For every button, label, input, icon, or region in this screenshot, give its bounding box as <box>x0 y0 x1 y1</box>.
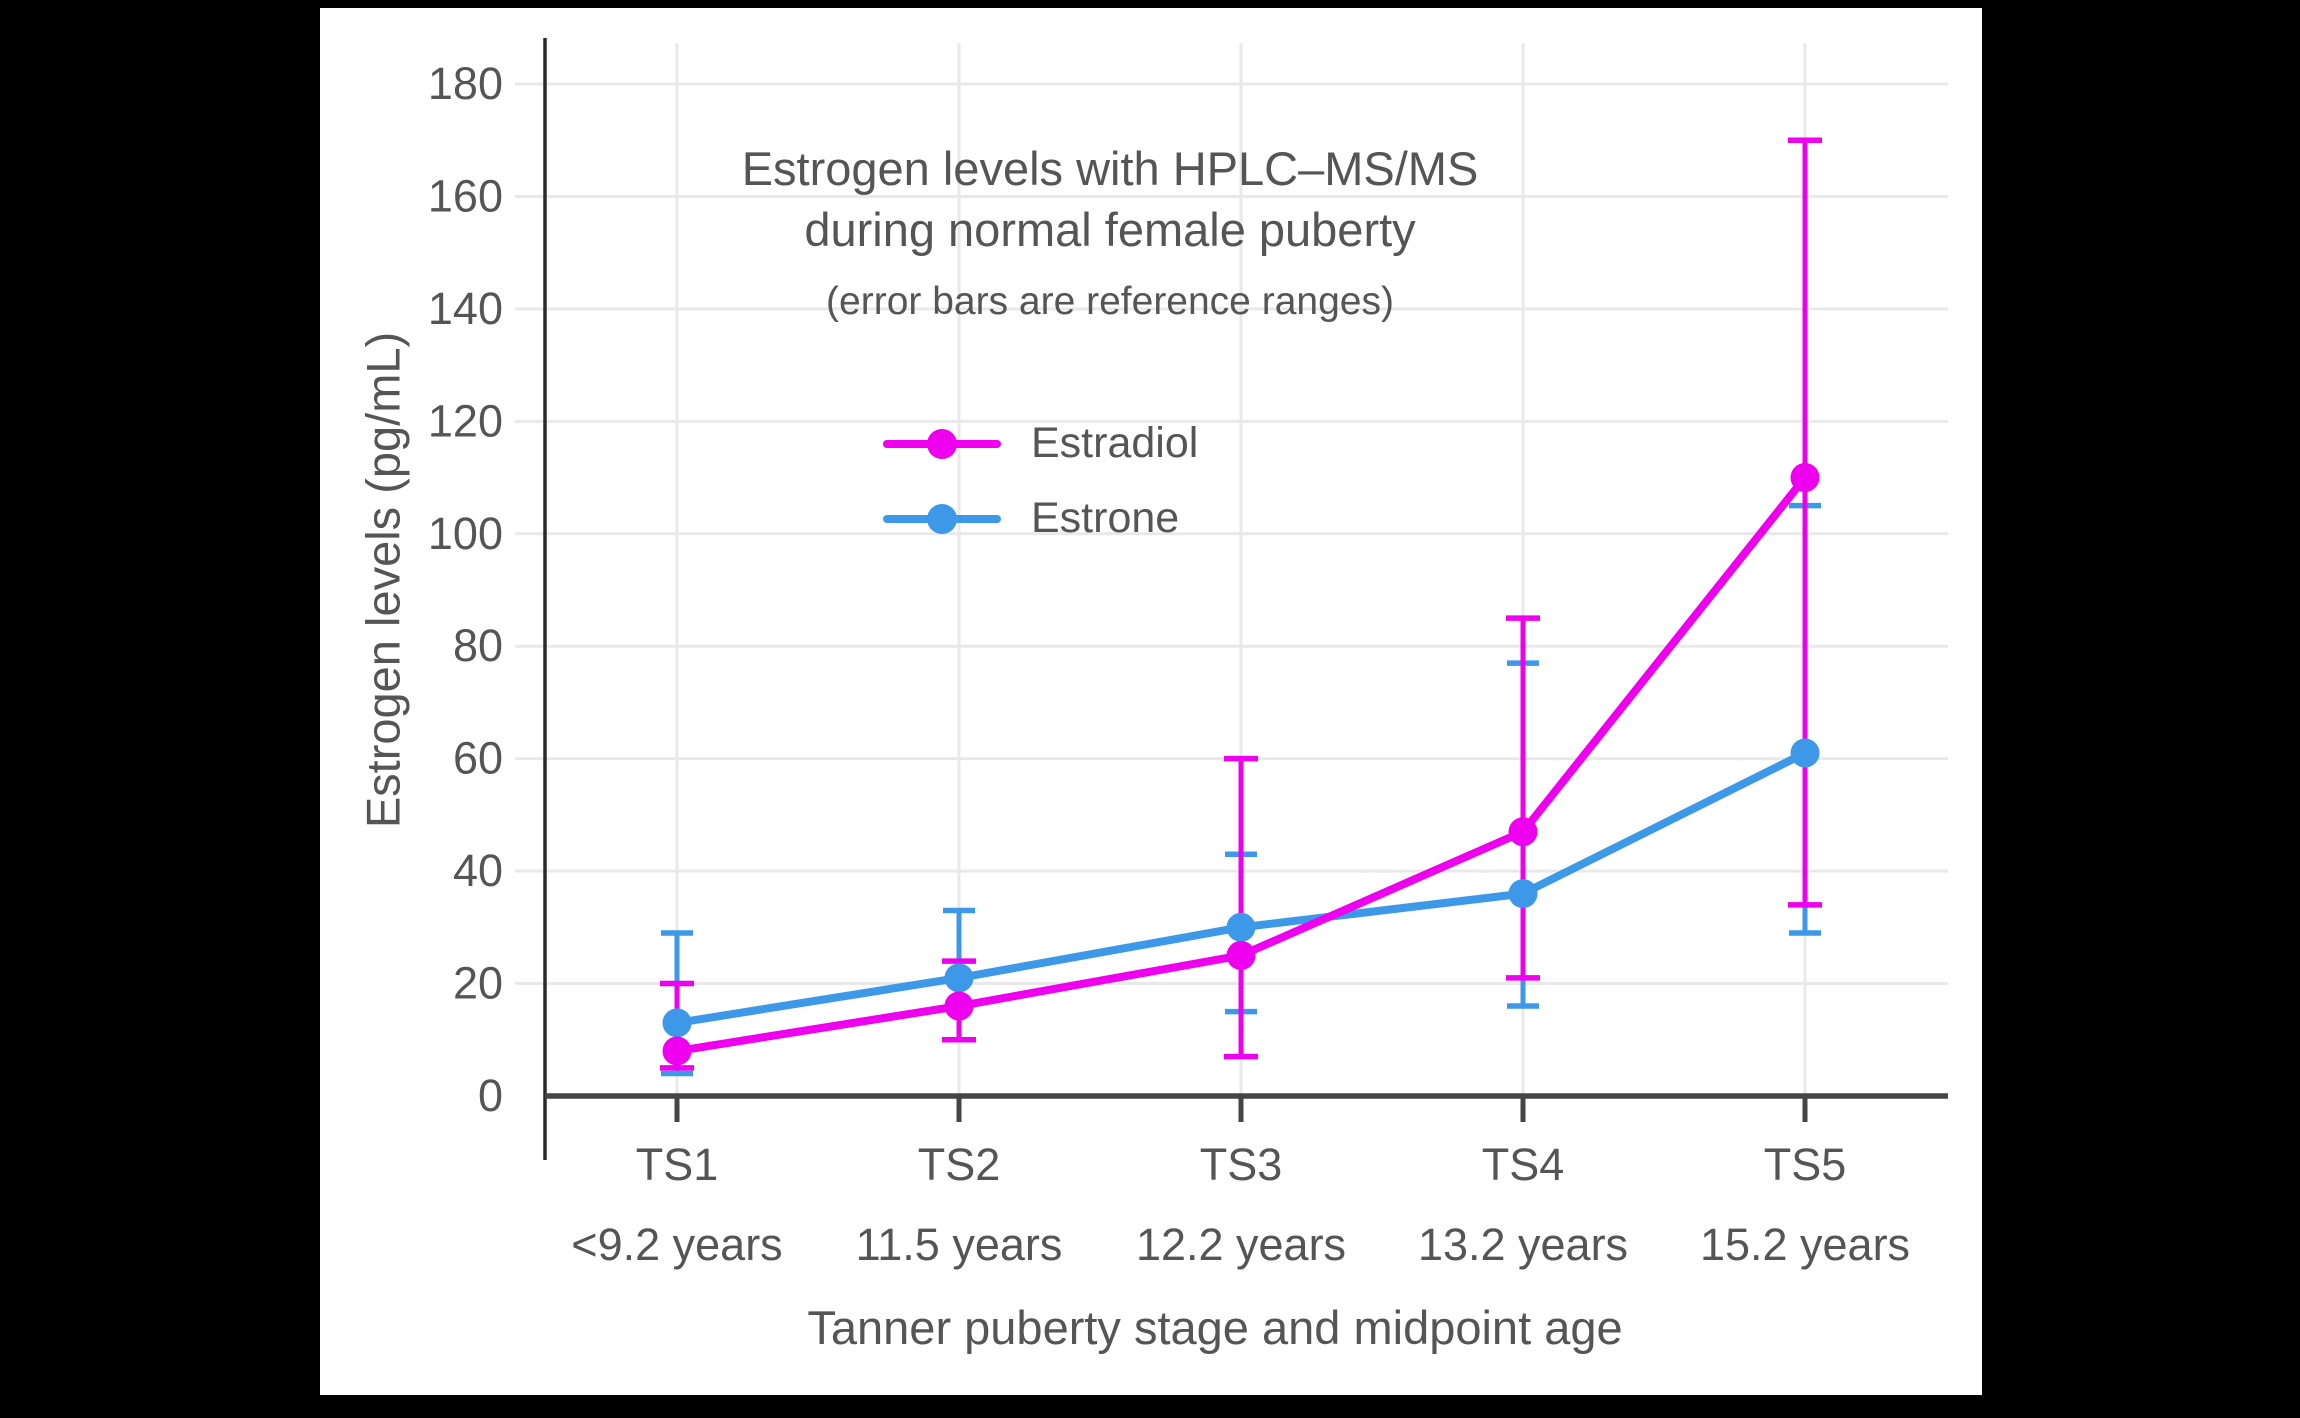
legend-item-estrone: Estrone <box>883 481 1198 556</box>
y-tick-label-40: 40 <box>453 845 503 896</box>
x-axis-title: Tanner puberty stage and midpoint age <box>807 1301 1623 1354</box>
x-tick-label-TS3: TS3 <box>1200 1139 1283 1190</box>
estrone-marker-icon <box>927 503 957 534</box>
y-axis-title: Estrogen levels (pg/mL) <box>356 331 410 829</box>
y-tick-label-120: 120 <box>428 395 503 446</box>
estradiol-marker-TS1 <box>662 1036 692 1066</box>
estrone-marker-TS4 <box>1508 879 1538 909</box>
x-age-label-TS5: 15.2 years <box>1700 1219 1910 1270</box>
y-tick-label-80: 80 <box>453 620 503 671</box>
estradiol-marker-TS3 <box>1226 940 1256 970</box>
x-tick-label-TS5: TS5 <box>1764 1139 1847 1190</box>
estradiol-marker-icon <box>927 428 957 459</box>
estradiol-marker-TS2 <box>944 991 974 1021</box>
estrone-marker-TS5 <box>1790 738 1820 768</box>
chart-canvas: 0 20 40 60 80 100 120 140 160 180 TS1 <9.2 years TS2… <box>320 8 1982 1395</box>
estrone-marker-TS3 <box>1226 912 1256 942</box>
x-age-label-TS3: 12.2 years <box>1136 1219 1346 1270</box>
estrone-marker-TS2 <box>944 963 974 993</box>
estrogen-line-chart: 0 20 40 60 80 100 120 140 160 180 TS1 <9.2 years TS2… <box>428 38 1948 1270</box>
y-tick-label-100: 100 <box>428 508 503 559</box>
legend: Estradiol Estrone <box>883 406 1198 556</box>
legend-label-estrone: Estrone <box>1031 494 1180 542</box>
chart-title: Estrogen levels with HPLC–MS/MS during n… <box>742 138 1479 260</box>
x-age-label-TS1: <9.2 years <box>571 1219 782 1270</box>
estrone-line-swatch <box>883 503 1001 534</box>
y-tick-label-160: 160 <box>428 170 503 221</box>
x-tick-label-TS4: TS4 <box>1482 1139 1565 1190</box>
chart-subtitle: (error bars are reference ranges) <box>826 280 1394 323</box>
y-tick-label-60: 60 <box>453 733 503 784</box>
y-tick-label-180: 180 <box>428 58 503 109</box>
y-tick-label-20: 20 <box>453 958 503 1009</box>
chart-title-line1: Estrogen levels with HPLC–MS/MS <box>741 142 1479 195</box>
legend-item-estradiol: Estradiol <box>883 406 1198 481</box>
chart-title-line2: during normal female puberty <box>804 203 1416 256</box>
x-age-label-TS2: 11.5 years <box>856 1219 1063 1270</box>
legend-label-estradiol: Estradiol <box>1031 419 1199 467</box>
y-tick-label-140: 140 <box>428 283 503 334</box>
x-tick-label-TS1: TS1 <box>636 1139 719 1190</box>
estrone-marker-TS1 <box>662 1008 692 1038</box>
estradiol-marker-TS5 <box>1790 463 1820 493</box>
estradiol-marker-TS4 <box>1508 817 1538 847</box>
estradiol-line-swatch <box>883 428 1001 459</box>
x-age-label-TS4: 13.2 years <box>1418 1219 1628 1270</box>
x-tick-label-TS2: TS2 <box>918 1139 1001 1190</box>
y-tick-label-0: 0 <box>478 1070 503 1121</box>
